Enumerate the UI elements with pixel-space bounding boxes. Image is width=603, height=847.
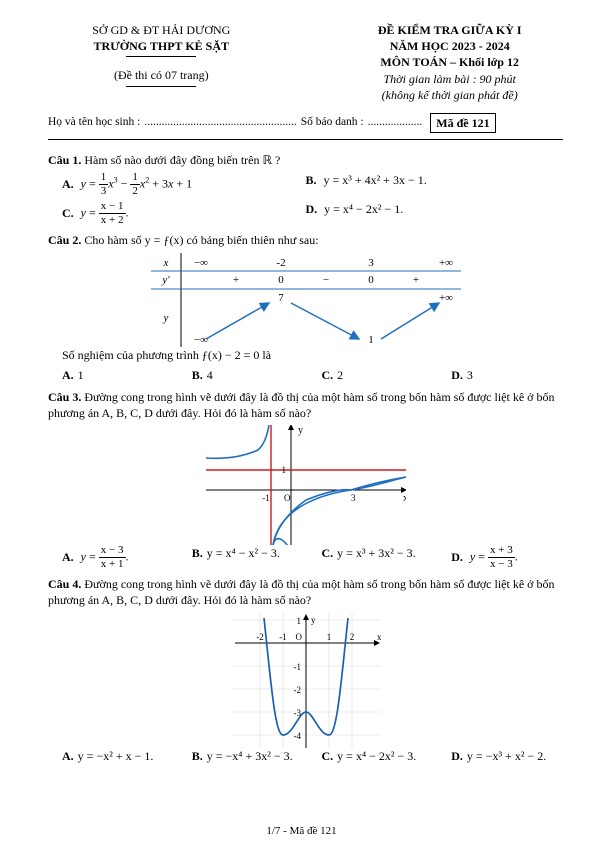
year-line: NĂM HỌC 2023 - 2024 <box>336 38 563 54</box>
header: SỞ GD & ĐT HẢI DƯƠNG TRƯỜNG THPT KẺ SẶT … <box>48 22 563 103</box>
time-note: (không kể thời gian phát đề) <box>336 87 563 103</box>
q4-title: Câu 4. <box>48 577 84 591</box>
svg-text:−: − <box>322 274 328 286</box>
q4-text: Câu 4. Đường cong trong hình vẽ dưới đây… <box>48 576 563 608</box>
name-dots: ........................................… <box>144 115 296 131</box>
name-label: Họ và tên học sinh : <box>48 115 140 131</box>
svg-text:y: y <box>298 425 303 436</box>
svg-text:-1: -1 <box>293 662 301 672</box>
q4-options: A.y = −x² + x − 1. B.y = −x⁴ + 3x² − 3. … <box>62 748 563 764</box>
svg-text:−∞: −∞ <box>193 257 207 269</box>
exam-code-box: Mã đề 121 <box>430 113 495 133</box>
subject-line: MÔN TOÁN – Khối lớp 12 <box>336 54 563 70</box>
svg-text:O: O <box>295 632 302 642</box>
q2-text-1: Câu 2. Cho hàm số y = ƒ(x) có bảng biến … <box>48 232 563 248</box>
svg-text:O: O <box>284 493 291 503</box>
svg-text:+: + <box>232 274 238 286</box>
svg-text:+∞: +∞ <box>438 292 452 304</box>
svg-text:7: 7 <box>278 292 284 304</box>
exam-title: ĐỀ KIỂM TRA GIỮA KỲ I <box>336 22 563 38</box>
q4-graph: x y O -2 -1 1 2 1 -1 -2 -3 -4 <box>48 613 563 748</box>
page-footer: 1/7 - Mã đề 121 <box>0 824 603 839</box>
question-1: Câu 1. Hàm số nào dưới đây đồng biến trê… <box>48 152 563 226</box>
svg-text:3: 3 <box>368 257 374 269</box>
q1-text: Câu 1. Hàm số nào dưới đây đồng biến trê… <box>48 152 563 168</box>
q3-opt-b: B.y = x⁴ − x² − 3. <box>192 545 304 570</box>
q2-variation-table: x y′ y −∞ -2 3 +∞ + 0 − 0 + 7 +∞ −∞ 1 <box>48 253 563 347</box>
q3-text: Câu 3. Đường cong trong hình vẽ dưới đây… <box>48 389 563 421</box>
svg-text:3: 3 <box>351 493 356 503</box>
q1-title: Câu 1. <box>48 153 84 167</box>
q2-title: Câu 2. <box>48 233 84 247</box>
svg-text:x: x <box>403 493 406 504</box>
q3-opt-a: A. y = x − 3 x + 1 . <box>62 545 174 570</box>
q2-opt-b: B.4 <box>192 367 304 383</box>
svg-text:+∞: +∞ <box>438 257 452 269</box>
svg-text:x: x <box>377 632 381 642</box>
svg-text:-1: -1 <box>262 493 270 503</box>
svg-text:x: x <box>162 257 168 269</box>
q4-opt-a: A.y = −x² + x − 1. <box>62 748 174 764</box>
svg-text:1: 1 <box>296 616 301 626</box>
header-rule-left-2 <box>126 86 196 87</box>
q1-body: Hàm số nào dưới đây đồng biến trên ℝ ? <box>84 153 280 167</box>
question-4: Câu 4. Đường cong trong hình vẽ dưới đây… <box>48 576 563 764</box>
q1-options: A. y = 13x3 − 12x2 + 3x + 1 B. y = x³ + … <box>62 172 563 226</box>
q2-opt-a: A.1 <box>62 367 174 383</box>
q3-opt-c: C.y = x³ + 3x² − 3. <box>322 545 434 570</box>
svg-text:-2: -2 <box>276 257 285 269</box>
svg-text:−∞: −∞ <box>193 334 207 346</box>
q3-graph: x y -1 O 1 3 <box>48 425 563 545</box>
q3-title: Câu 3. <box>48 390 84 404</box>
q1-opt-a: A. y = 13x3 − 12x2 + 3x + 1 <box>62 172 287 197</box>
q2-options: A.1 B.4 C.2 D.3 <box>62 367 563 383</box>
header-left: SỞ GD & ĐT HẢI DƯƠNG TRƯỜNG THPT KẺ SẶT … <box>48 22 275 103</box>
q3-opt-d: D. y = x + 3 x − 3 . <box>451 545 563 570</box>
svg-text:0: 0 <box>278 274 284 286</box>
q2-text-2: Số nghiệm của phương trình ƒ(x) − 2 = 0 … <box>62 347 563 363</box>
svg-text:2: 2 <box>349 632 354 642</box>
header-rule-left <box>126 56 196 57</box>
svg-text:0: 0 <box>368 274 374 286</box>
svg-text:y: y <box>162 312 168 324</box>
question-3: Câu 3. Đường cong trong hình vẽ dưới đây… <box>48 389 563 570</box>
page-count: (Đề thi có 07 trang) <box>48 67 275 83</box>
svg-text:-2: -2 <box>256 632 264 642</box>
question-2: Câu 2. Cho hàm số y = ƒ(x) có bảng biến … <box>48 232 563 383</box>
svg-text:y′: y′ <box>161 274 170 286</box>
dept-line: SỞ GD & ĐT HẢI DƯƠNG <box>48 22 275 38</box>
id-dots: ................... <box>368 115 423 131</box>
q4-opt-c: C.y = x⁴ − 2x² − 3. <box>322 748 434 764</box>
q1-opt-c: C. y = x − 1 x + 2 . <box>62 201 287 226</box>
q2-opt-c: C.2 <box>322 367 434 383</box>
svg-text:-1: -1 <box>279 632 287 642</box>
svg-text:+: + <box>412 274 418 286</box>
school-line: TRƯỜNG THPT KẺ SẶT <box>48 38 275 54</box>
svg-text:-2: -2 <box>293 685 301 695</box>
time-line: Thời gian làm bài : 90 phút <box>336 71 563 87</box>
q3-options: A. y = x − 3 x + 1 . B.y = x⁴ − x² − 3. … <box>62 545 563 570</box>
header-right: ĐỀ KIỂM TRA GIỮA KỲ I NĂM HỌC 2023 - 202… <box>336 22 563 103</box>
q1-opt-d: D. y = x⁴ − 2x² − 1. <box>305 201 530 226</box>
q4-opt-d: D.y = −x³ + x² − 2. <box>451 748 563 764</box>
q2-opt-d: D.3 <box>451 367 563 383</box>
svg-text:1: 1 <box>326 632 331 642</box>
svg-text:1: 1 <box>281 465 286 475</box>
exam-page: SỞ GD & ĐT HẢI DƯƠNG TRƯỜNG THPT KẺ SẶT … <box>0 0 603 847</box>
id-label: Số báo danh : <box>301 115 364 131</box>
svg-text:y: y <box>311 615 316 625</box>
svg-text:1: 1 <box>368 334 374 346</box>
q1-opt-b: B. y = x³ + 4x² + 3x − 1. <box>305 172 530 197</box>
svg-text:-4: -4 <box>293 731 301 741</box>
separator-rule <box>48 139 563 140</box>
student-info-row: Họ và tên học sinh : ...................… <box>48 113 563 133</box>
q4-opt-b: B.y = −x⁴ + 3x² − 3. <box>192 748 304 764</box>
